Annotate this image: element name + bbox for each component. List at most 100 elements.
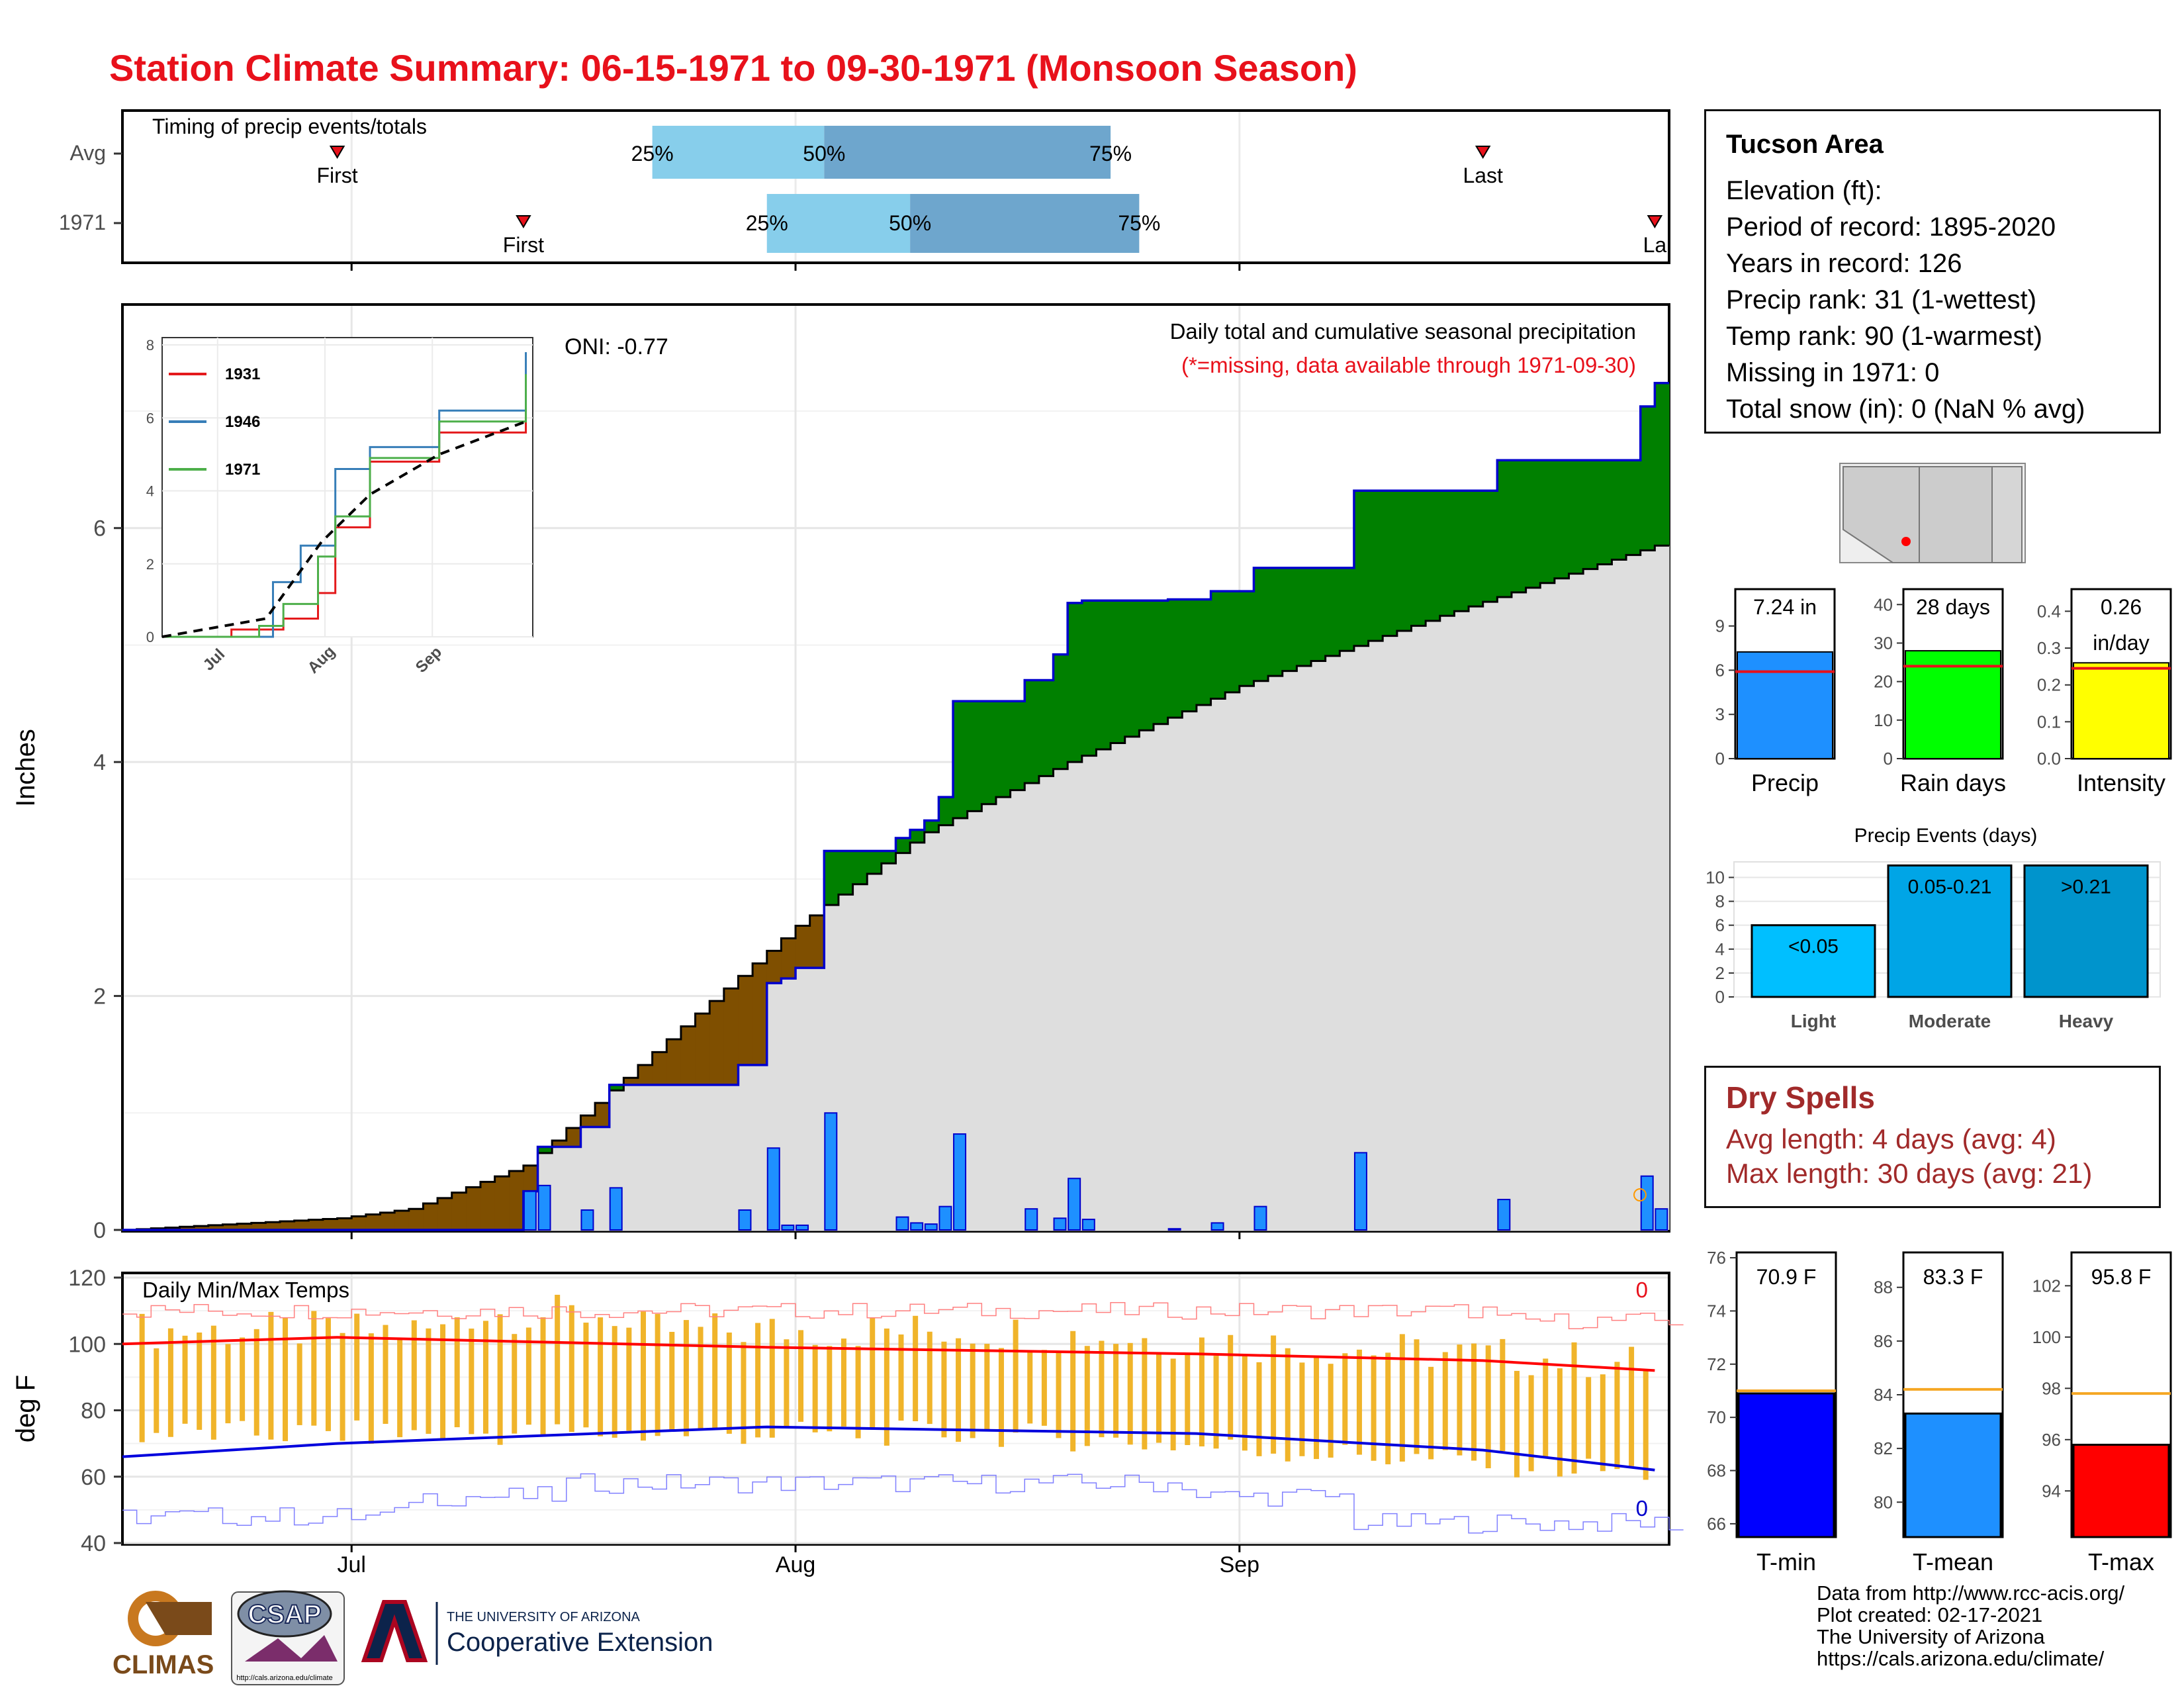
temp-tick-label: 86 (1874, 1331, 1893, 1351)
temp-tick-label: 72 (1707, 1354, 1726, 1374)
daily-temp-range-bar (569, 1305, 574, 1432)
below-avg-segment (222, 1224, 238, 1230)
summary-tick-label: 6 (1715, 660, 1725, 680)
record-max-line (122, 1301, 1684, 1330)
daily-precip-bar (1640, 1175, 1654, 1231)
daily-temp-range-bar (397, 1337, 403, 1438)
credit-line: Data from http://www.rcc-acis.org/ (1817, 1581, 2125, 1605)
avg-fill-segment (1081, 755, 1097, 1230)
climas-text: CLIMAS (113, 1650, 214, 1679)
daily-precip-bar (1081, 1219, 1095, 1231)
above-avg-segment (1583, 460, 1598, 569)
avg-fill-segment (1124, 736, 1140, 1230)
daily-temp-range-bar (683, 1320, 689, 1436)
timing-label: Timing of precip events/totals (152, 115, 427, 138)
daily-temp-range-bar (325, 1318, 331, 1431)
above-avg-segment (1325, 567, 1340, 656)
avg-fill-segment (1626, 555, 1641, 1230)
below-avg-segment (337, 1218, 352, 1230)
avg-fill-segment (1196, 705, 1212, 1230)
daily-precip-bar (938, 1205, 952, 1231)
daily-temp-range-bar (1271, 1335, 1277, 1454)
avg-fill-segment (1454, 611, 1469, 1230)
daily-temp-range-bar (1142, 1338, 1148, 1450)
daily-temp-range-bar (956, 1338, 962, 1442)
avg-fill-segment (1554, 578, 1570, 1230)
event-range-label: 0.05-0.21 (1908, 876, 1992, 898)
daily-temp-range-bar (612, 1326, 617, 1438)
dry-max-length: Max length: 30 days (avg: 21) (1726, 1158, 2093, 1189)
avg-fill-segment (1225, 692, 1240, 1230)
above-avg-segment (1024, 680, 1040, 783)
summary-bar-label: Rain days (1900, 769, 2006, 796)
avg-fill-segment (1353, 645, 1369, 1230)
temp-y-tick-label: 60 (81, 1465, 106, 1490)
dry-spells-box: Dry Spells Avg length: 4 days (avg: 4) M… (1704, 1066, 2161, 1208)
avg-fill-segment (1210, 698, 1226, 1230)
above-avg-segment (1053, 654, 1068, 769)
inset-y-tick-label: 4 (146, 483, 154, 500)
daily-temp-range-bar (941, 1341, 947, 1438)
precip-panel: 0 2 4 6 ONI: -0.77 Daily total and cumulati… (11, 303, 1670, 1243)
daily-temp-range-bar (268, 1311, 274, 1440)
above-avg-segment (824, 851, 839, 906)
station-info-line: Years in record: 126 (1726, 249, 1962, 278)
daily-temp-range-bar (354, 1313, 360, 1421)
temp-value-label: 70.9 F (1756, 1265, 1817, 1289)
avg-fill-segment (1612, 559, 1627, 1230)
chart-title: Station Climate Summary: 06-15-1971 to 0… (109, 47, 1357, 89)
below-avg-segment (294, 1220, 309, 1230)
above-avg-segment (1311, 567, 1326, 661)
daily-temp-range-bar (411, 1320, 417, 1430)
above-avg-segment (1225, 591, 1240, 692)
avg-fill-segment (1253, 680, 1269, 1230)
pct-75-label: 75% (1118, 211, 1160, 235)
summary-tick-label: 0 (1884, 749, 1893, 769)
above-avg-segment (1196, 599, 1212, 706)
avg-fill-segment (752, 1064, 768, 1230)
summary-value-bar (1905, 650, 2001, 759)
avg-fill-segment (981, 804, 997, 1230)
above-avg-segment (1268, 567, 1283, 677)
temp-panel: 40 60 80 100 120 Daily Min/Max Temps 0 0 deg… (11, 1266, 1684, 1556)
event-category-label: Heavy (2059, 1011, 2114, 1031)
avg-fill-segment (1511, 592, 1527, 1230)
daily-temp-range-bar (225, 1344, 231, 1424)
precip-y-tick-label: 4 (93, 750, 106, 775)
below-avg-segment (752, 963, 768, 1065)
daily-precip-bar (953, 1133, 967, 1231)
summary-tick-label: 9 (1715, 616, 1725, 636)
record-min-line (122, 1473, 1684, 1534)
daily-temp-range-bar (1084, 1346, 1090, 1446)
avg-fill-segment (1297, 666, 1312, 1230)
temp-tick-label: 98 (2042, 1378, 2061, 1398)
daily-precip-bar (537, 1184, 551, 1231)
month-tick-label: Aug (776, 1552, 816, 1577)
daily-temp-range-bar (340, 1333, 345, 1441)
temp-tick-label: 82 (1874, 1438, 1893, 1458)
ua-top-text: THE UNIVERSITY OF ARIZONA (447, 1610, 641, 1624)
daily-temp-range-bar (1199, 1337, 1205, 1447)
event-bar (1887, 864, 2013, 998)
below-avg-segment (265, 1222, 281, 1230)
avg-min-line (122, 1425, 1655, 1472)
pct-25-label: 25% (746, 211, 788, 235)
daily-temp-range-bar (210, 1325, 216, 1440)
avg-fill-segment (1426, 620, 1441, 1230)
daily-precip-bar (766, 1147, 780, 1231)
daily-temp-range-bar (726, 1333, 732, 1434)
daily-temp-range-bar (769, 1319, 775, 1438)
below-avg-segment (738, 976, 753, 1065)
below-avg-segment (781, 938, 796, 979)
inset-y-tick-label: 6 (146, 410, 154, 426)
daily-temp-range-bar (655, 1313, 660, 1436)
below-avg-segment (380, 1212, 395, 1230)
above-avg-segment (1010, 701, 1025, 790)
daily-temp-range-bar (884, 1328, 889, 1446)
temp-y-tick-label: 100 (68, 1332, 106, 1357)
above-avg-segment (1368, 491, 1383, 641)
precip-subtitle: Daily total and cumulative seasonal prec… (1170, 319, 1636, 344)
temp-tick-label: 100 (2032, 1327, 2061, 1347)
avg-fill-segment (1010, 790, 1025, 1230)
